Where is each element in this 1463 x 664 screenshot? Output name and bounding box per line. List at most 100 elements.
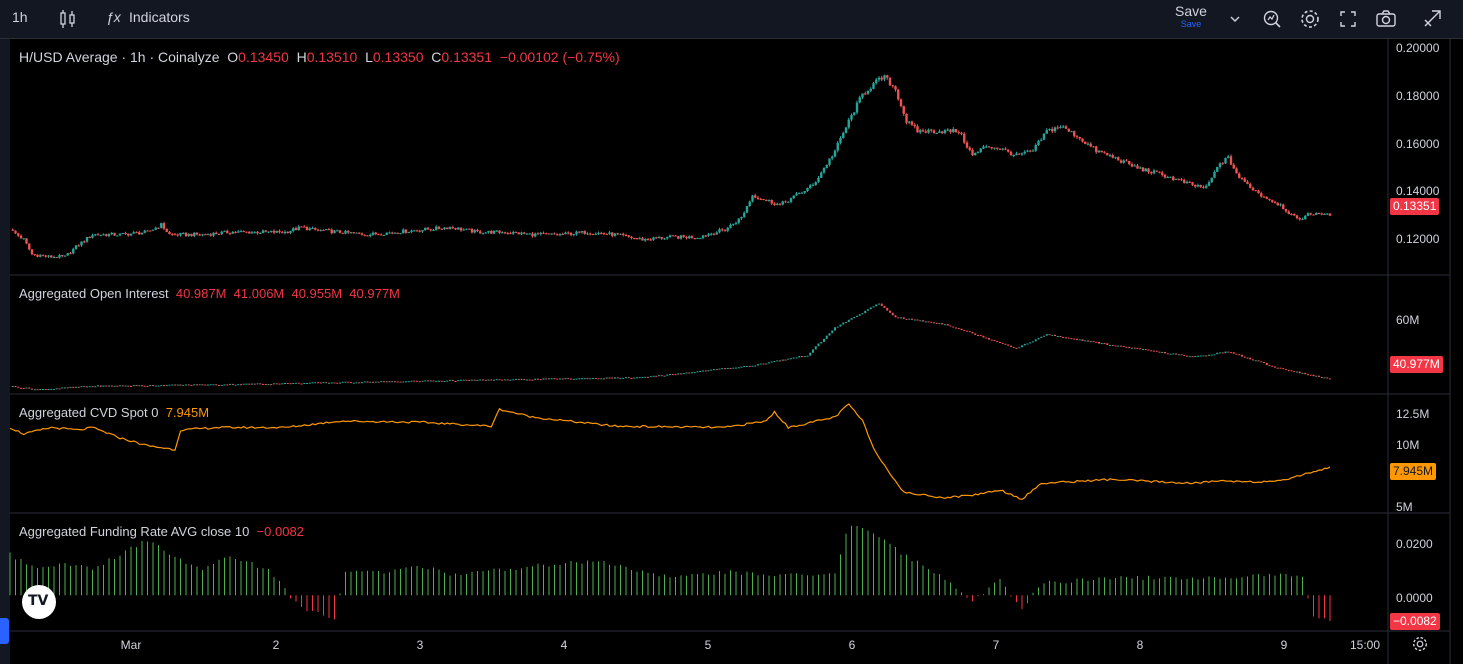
candles-icon[interactable] <box>55 6 81 32</box>
oi-bar <box>160 385 163 387</box>
candle-body <box>1097 150 1101 153</box>
candle-body <box>655 237 658 239</box>
candle-body <box>503 232 507 234</box>
candle-body <box>1213 171 1216 178</box>
oi-bar <box>578 378 581 380</box>
oi-bar <box>215 384 218 386</box>
save-button[interactable]: Save Save <box>1170 3 1212 29</box>
candle-body <box>619 233 622 235</box>
oi-bar <box>790 358 792 360</box>
oi-bar <box>1172 353 1175 355</box>
price-tick: 0.16000 <box>1396 137 1440 151</box>
candle-body <box>583 231 586 234</box>
alert-icon[interactable] <box>1259 6 1285 32</box>
candle-body <box>1251 187 1255 191</box>
price-candles <box>11 74 1332 259</box>
oi-bar <box>671 374 674 376</box>
candle-body <box>710 233 713 235</box>
time-tick: 7 <box>992 638 1000 652</box>
chevron-down-icon[interactable] <box>1222 6 1248 32</box>
tradingview-logo[interactable]: TV <box>22 585 56 619</box>
candle-body <box>580 231 584 233</box>
oi-title[interactable]: Aggregated Open Interest <box>19 286 169 301</box>
oi-bar <box>674 374 677 376</box>
candle-body <box>325 229 328 231</box>
oi-bar <box>1274 366 1276 368</box>
oi-bar <box>55 388 58 390</box>
candle-body <box>597 232 600 234</box>
candle-body <box>1224 157 1227 164</box>
candle-body <box>94 234 97 236</box>
oi-bar <box>1230 352 1232 354</box>
oi-bar <box>229 383 231 385</box>
oi-bar <box>985 337 988 339</box>
candle-body <box>1128 160 1131 165</box>
oi-bar <box>28 387 31 389</box>
gear-icon[interactable] <box>1297 6 1323 32</box>
oi-bar <box>292 382 295 384</box>
candle-body <box>308 228 311 231</box>
oi-bar <box>413 380 416 382</box>
candle-body <box>1139 167 1142 169</box>
fullscreen-icon[interactable] <box>1335 6 1361 32</box>
candle-body <box>952 129 955 133</box>
fx-icon[interactable]: ƒx <box>106 9 121 25</box>
oi-bar <box>605 377 608 379</box>
oi-bar <box>776 360 779 362</box>
candle-body <box>1004 148 1007 150</box>
cvd-title[interactable]: Aggregated CVD Spot 0 <box>19 405 159 420</box>
candle-body <box>776 203 779 205</box>
oi-bar <box>649 376 652 378</box>
interval-button[interactable]: 1h <box>12 9 28 25</box>
oi-bar <box>1023 343 1026 346</box>
oi-bar <box>993 339 996 342</box>
candle-body <box>1218 163 1222 167</box>
oi-bar <box>1076 338 1078 340</box>
candle-body <box>118 233 122 236</box>
oi-bar <box>1158 351 1161 353</box>
oi-bar <box>889 310 891 313</box>
funding-title[interactable]: Aggregated Funding Rate AVG close 10 <box>19 524 250 539</box>
candle-body <box>765 200 768 202</box>
oi-bar <box>130 385 132 387</box>
oi-bar <box>1010 345 1012 347</box>
candle-body <box>677 236 680 239</box>
candle-body <box>286 231 289 234</box>
camera-icon[interactable] <box>1373 6 1399 32</box>
symbol-title[interactable]: H/USD Average · 1h · Coinalyze <box>19 49 220 65</box>
oi-bar <box>490 379 493 381</box>
candle-body <box>168 231 171 235</box>
candle-body <box>424 227 427 231</box>
oi-bar <box>974 333 977 335</box>
side-panel-toggle[interactable] <box>0 618 9 644</box>
candle-body <box>1015 153 1018 156</box>
candle-body <box>921 130 925 132</box>
oi-bar <box>754 365 757 367</box>
publish-icon[interactable] <box>1420 6 1446 32</box>
gear-icon[interactable] <box>1410 634 1430 654</box>
candle-body <box>1106 153 1109 156</box>
candle-body <box>773 203 776 205</box>
oi-bar <box>482 379 484 381</box>
indicators-button[interactable]: Indicators <box>129 9 190 25</box>
oi-bar <box>424 380 427 382</box>
oi-bar <box>264 384 267 386</box>
candle-body <box>311 227 314 229</box>
time-tick: 4 <box>560 638 568 652</box>
oi-bar <box>171 384 174 386</box>
candle-body <box>1271 199 1274 202</box>
oi-bar <box>583 378 586 380</box>
candle-body <box>663 238 666 240</box>
oi-bar <box>352 382 355 384</box>
candle-body <box>762 199 765 201</box>
oi-bar <box>715 369 718 371</box>
candle-body <box>894 86 897 90</box>
oi-bar <box>363 381 366 383</box>
candle-body <box>932 130 936 134</box>
candle-body <box>413 230 416 232</box>
oi-bar <box>891 312 894 316</box>
candle-body <box>732 223 735 225</box>
oi-bar <box>471 379 473 381</box>
cvd-tick: 12.5M <box>1396 407 1430 421</box>
